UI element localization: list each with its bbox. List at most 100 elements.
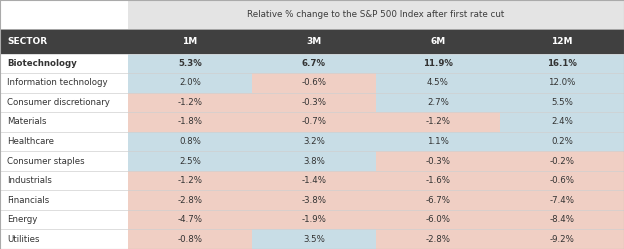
Text: 0.8%: 0.8% [179, 137, 201, 146]
Bar [252, 112, 376, 132]
Text: -0.7%: -0.7% [301, 118, 326, 126]
Bar [0, 112, 128, 132]
Text: -1.2%: -1.2% [177, 98, 202, 107]
Bar [128, 151, 252, 171]
Bar [376, 112, 500, 132]
Bar [0, 0, 128, 29]
Text: -0.2%: -0.2% [550, 157, 575, 166]
Bar [128, 54, 252, 73]
Text: 5.5%: 5.5% [551, 98, 573, 107]
Bar [252, 190, 376, 210]
Bar [128, 190, 252, 210]
Bar [0, 151, 128, 171]
Bar [500, 151, 624, 171]
Bar [500, 190, 624, 210]
Text: Consumer discretionary: Consumer discretionary [7, 98, 110, 107]
Text: Materials: Materials [7, 118, 47, 126]
Text: -1.6%: -1.6% [426, 176, 451, 185]
Text: -2.8%: -2.8% [426, 235, 451, 244]
Bar [500, 73, 624, 93]
Text: 3.2%: 3.2% [303, 137, 325, 146]
Text: -6.7%: -6.7% [426, 196, 451, 205]
Bar [252, 132, 376, 151]
Bar [252, 210, 376, 230]
Text: -1.4%: -1.4% [301, 176, 326, 185]
Text: 1M: 1M [182, 37, 198, 46]
Text: -1.2%: -1.2% [177, 176, 202, 185]
Text: Biotechnology: Biotechnology [7, 59, 77, 68]
Bar [500, 230, 624, 249]
Bar [128, 93, 252, 112]
Text: 2.0%: 2.0% [179, 78, 201, 87]
Text: 12.0%: 12.0% [548, 78, 576, 87]
Text: 6M: 6M [431, 37, 446, 46]
Bar [376, 171, 500, 190]
Bar [128, 0, 624, 29]
Bar [252, 171, 376, 190]
Text: -0.6%: -0.6% [550, 176, 575, 185]
Text: -1.9%: -1.9% [301, 215, 326, 224]
Text: 12M: 12M [551, 37, 573, 46]
Bar [0, 190, 128, 210]
Bar [0, 93, 128, 112]
Text: -0.6%: -0.6% [301, 78, 326, 87]
Text: Industrials: Industrials [7, 176, 52, 185]
Text: Information technology: Information technology [7, 78, 108, 87]
Text: -0.8%: -0.8% [177, 235, 202, 244]
Text: 3.5%: 3.5% [303, 235, 325, 244]
Bar [128, 230, 252, 249]
Bar [500, 132, 624, 151]
Bar [0, 171, 128, 190]
Bar [128, 210, 252, 230]
Text: 11.9%: 11.9% [423, 59, 453, 68]
Bar [128, 132, 252, 151]
Text: -1.8%: -1.8% [177, 118, 202, 126]
Bar [0, 73, 128, 93]
Text: -6.0%: -6.0% [426, 215, 451, 224]
Bar [0, 230, 128, 249]
Bar [128, 112, 252, 132]
Bar [376, 230, 500, 249]
Bar [376, 132, 500, 151]
Bar [500, 112, 624, 132]
Text: 3.8%: 3.8% [303, 157, 325, 166]
Text: Relative % change to the S&P 500 Index after first rate cut: Relative % change to the S&P 500 Index a… [247, 10, 505, 19]
Text: -0.3%: -0.3% [301, 98, 326, 107]
Bar [252, 73, 376, 93]
Bar [376, 73, 500, 93]
Text: -3.8%: -3.8% [301, 196, 326, 205]
Text: Consumer staples: Consumer staples [7, 157, 85, 166]
Bar [252, 230, 376, 249]
Bar [500, 93, 624, 112]
Text: 3M: 3M [306, 37, 321, 46]
Bar [500, 171, 624, 190]
Bar [252, 93, 376, 112]
Bar [376, 151, 500, 171]
Text: 16.1%: 16.1% [547, 59, 577, 68]
Text: 1.1%: 1.1% [427, 137, 449, 146]
Bar [500, 210, 624, 230]
Text: 5.3%: 5.3% [178, 59, 202, 68]
Bar [128, 73, 252, 93]
Text: Energy: Energy [7, 215, 38, 224]
Bar [252, 151, 376, 171]
Text: Utilities: Utilities [7, 235, 40, 244]
Bar [376, 93, 500, 112]
Bar [128, 171, 252, 190]
Text: -2.8%: -2.8% [177, 196, 202, 205]
Bar [252, 54, 376, 73]
Bar [376, 190, 500, 210]
Text: -8.4%: -8.4% [550, 215, 575, 224]
Text: 2.4%: 2.4% [551, 118, 573, 126]
Text: -0.3%: -0.3% [426, 157, 451, 166]
Bar [376, 210, 500, 230]
Text: Financials: Financials [7, 196, 50, 205]
Text: 0.2%: 0.2% [551, 137, 573, 146]
Bar [0, 132, 128, 151]
Bar [0, 29, 624, 54]
Bar [0, 54, 128, 73]
Text: -1.2%: -1.2% [426, 118, 451, 126]
Text: SECTOR: SECTOR [7, 37, 47, 46]
Text: 2.7%: 2.7% [427, 98, 449, 107]
Bar [500, 54, 624, 73]
